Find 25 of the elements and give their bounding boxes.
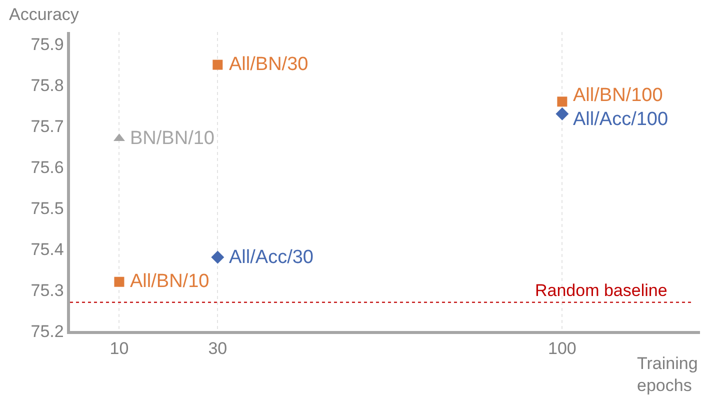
x-tick-label: 100 [548,339,576,358]
x-axis-title: Training epochs [637,354,698,396]
ref-line-label: Random baseline [535,281,668,300]
annotation: All/BN/100 [573,85,663,106]
annotation: All/BN/10 [130,271,210,292]
y-tick-label: 75.4 [30,240,64,260]
y-tick-label: 75.7 [30,117,64,136]
annotation: BN/BN/10 [130,128,214,149]
y-tick-label: 75.3 [30,280,64,300]
point [557,96,568,107]
point [212,60,223,70]
annotation: All/Acc/100 [573,109,668,130]
point [114,276,124,287]
x-tick-label: 10 [110,339,129,358]
point [211,250,224,264]
y-tick-label: 75.9 [30,35,64,54]
x-tick-label: 30 [208,339,228,358]
y-tick-label: 75.8 [30,76,64,96]
y-axis-title: Accuracy [9,5,80,24]
point [556,107,569,120]
y-tick-label: 75.5 [30,199,64,218]
annotation: All/Acc/30 [229,247,314,268]
y-tick-label: 75.2 [30,322,64,341]
y-tick-label: 75.6 [30,158,64,178]
annotation: All/BN/30 [229,54,308,75]
